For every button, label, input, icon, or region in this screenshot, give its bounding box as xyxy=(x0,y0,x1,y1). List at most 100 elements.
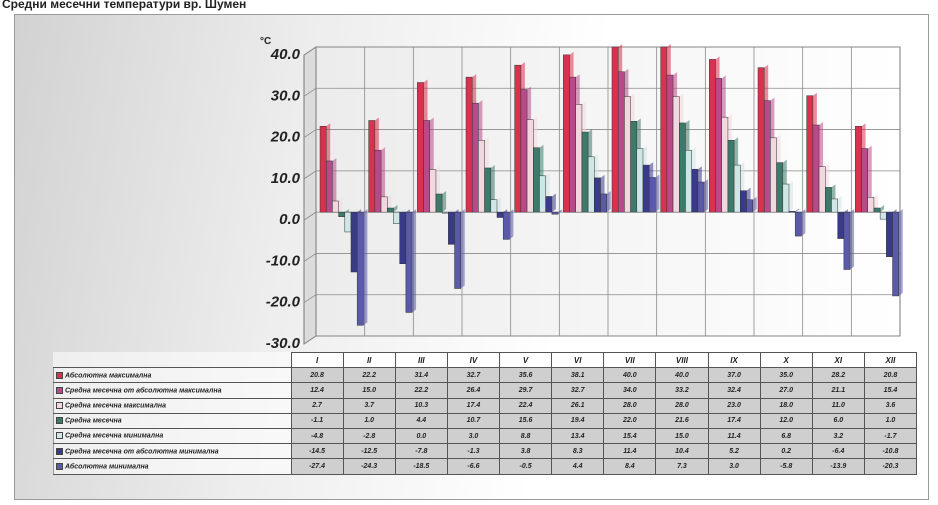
bar-side xyxy=(752,196,757,213)
table-row: Средна месечна максимална 2.7 3.7 10.3 17.4 2… xyxy=(53,397,918,414)
legend-swatch xyxy=(56,462,63,470)
horizontal-gridline-side xyxy=(303,294,317,304)
bar xyxy=(332,200,339,213)
data-label: 12.0 xyxy=(759,412,813,429)
horizontal-gridline-side xyxy=(303,211,317,221)
data-label: 0.2 xyxy=(759,443,813,460)
bar xyxy=(679,122,686,213)
bar xyxy=(721,116,729,213)
bar-side xyxy=(795,208,800,213)
data-label: 11.4 xyxy=(707,427,761,445)
data-label: 15.6 xyxy=(498,412,553,429)
data-label: -1.7 xyxy=(863,427,918,445)
data-label: 20.8 xyxy=(290,367,344,384)
bar xyxy=(423,120,430,213)
bar-side xyxy=(497,196,501,213)
data-label: 3.0 xyxy=(446,427,501,445)
data-label: 4.4 xyxy=(394,412,448,429)
bar xyxy=(685,149,692,213)
bar xyxy=(818,166,826,213)
bar xyxy=(490,199,498,213)
data-label: 19.4 xyxy=(551,412,605,429)
data-label: 8.3 xyxy=(551,443,605,460)
legend-swatch xyxy=(56,417,63,425)
bar xyxy=(520,89,528,213)
bar xyxy=(441,211,449,214)
series-name: Средна месечна минимална xyxy=(65,432,164,440)
y-tick-label: 20.0 xyxy=(270,129,301,146)
data-label: 17.4 xyxy=(446,397,501,414)
legend-swatch xyxy=(56,401,63,409)
bar xyxy=(471,102,479,213)
bar xyxy=(776,162,784,213)
data-label: -0.5 xyxy=(498,458,553,475)
data-label: 12.4 xyxy=(290,382,344,399)
bar xyxy=(448,211,455,245)
data-label: 17.4 xyxy=(707,412,761,429)
bar xyxy=(624,96,631,213)
table-row: Средна месечна от абсолютна максимална 12… xyxy=(53,382,918,399)
data-label: 18.0 xyxy=(759,397,813,414)
data-label: 26.1 xyxy=(551,397,605,414)
bar-side xyxy=(801,209,806,237)
bar xyxy=(770,137,777,213)
bar-side xyxy=(381,147,386,213)
data-label: 6.8 xyxy=(759,427,813,445)
category-label: VIII xyxy=(655,351,709,369)
bar xyxy=(374,149,382,213)
data-label: -14.5 xyxy=(290,443,344,460)
horizontal-gridline-side xyxy=(303,87,317,97)
data-label: 29.7 xyxy=(498,382,553,399)
data-label: 32.7 xyxy=(551,382,605,399)
horizontal-gridline-side xyxy=(303,46,317,56)
series-legend-label: Средна месечна от абсолютна минимална xyxy=(53,443,292,460)
data-label: 3.7 xyxy=(342,397,396,414)
bar xyxy=(496,211,504,218)
table-corner-cell xyxy=(53,352,292,369)
bar xyxy=(642,164,650,213)
legend-swatch xyxy=(56,371,63,379)
bar xyxy=(575,104,583,213)
bar xyxy=(356,211,364,326)
bar xyxy=(569,76,576,213)
bar-side xyxy=(837,195,842,213)
horizontal-gridline-side xyxy=(303,253,317,262)
data-label: 28.0 xyxy=(603,397,657,414)
bar xyxy=(867,197,875,213)
bar xyxy=(368,120,376,213)
category-label: VII xyxy=(603,351,657,369)
legend-swatch xyxy=(56,447,63,455)
category-label: III xyxy=(394,351,448,369)
data-label: 32.4 xyxy=(707,382,761,399)
bar xyxy=(551,211,559,215)
data-label: 28.0 xyxy=(655,397,709,414)
bar xyxy=(393,211,400,224)
bar-side xyxy=(332,157,337,213)
y-tick-label: -10.0 xyxy=(266,252,301,269)
bar-side xyxy=(898,209,903,296)
bar xyxy=(399,211,407,264)
bar xyxy=(831,198,838,213)
series-name: Абсолютна максимална xyxy=(65,371,152,379)
data-label: 10.4 xyxy=(655,443,709,460)
y-tick-label: 40.0 xyxy=(270,46,301,63)
data-label: 4.4 xyxy=(551,458,605,475)
data-label: 37.0 xyxy=(707,367,761,384)
bar-side xyxy=(442,190,447,213)
bar-side xyxy=(655,174,660,213)
bar xyxy=(380,196,388,213)
bar xyxy=(387,207,394,213)
bar-side xyxy=(558,209,563,215)
data-label: 21.1 xyxy=(811,382,865,399)
y-tick-label: -30.0 xyxy=(266,335,301,352)
bar xyxy=(648,177,656,213)
category-label: IX xyxy=(707,351,761,369)
data-label: -1.3 xyxy=(446,443,501,460)
category-label: X xyxy=(759,351,813,369)
bar-side xyxy=(393,205,398,213)
bar xyxy=(581,131,589,213)
data-label: 3.2 xyxy=(811,427,865,445)
data-label: -27.4 xyxy=(290,458,344,475)
bar xyxy=(855,126,862,213)
bar xyxy=(886,211,893,257)
